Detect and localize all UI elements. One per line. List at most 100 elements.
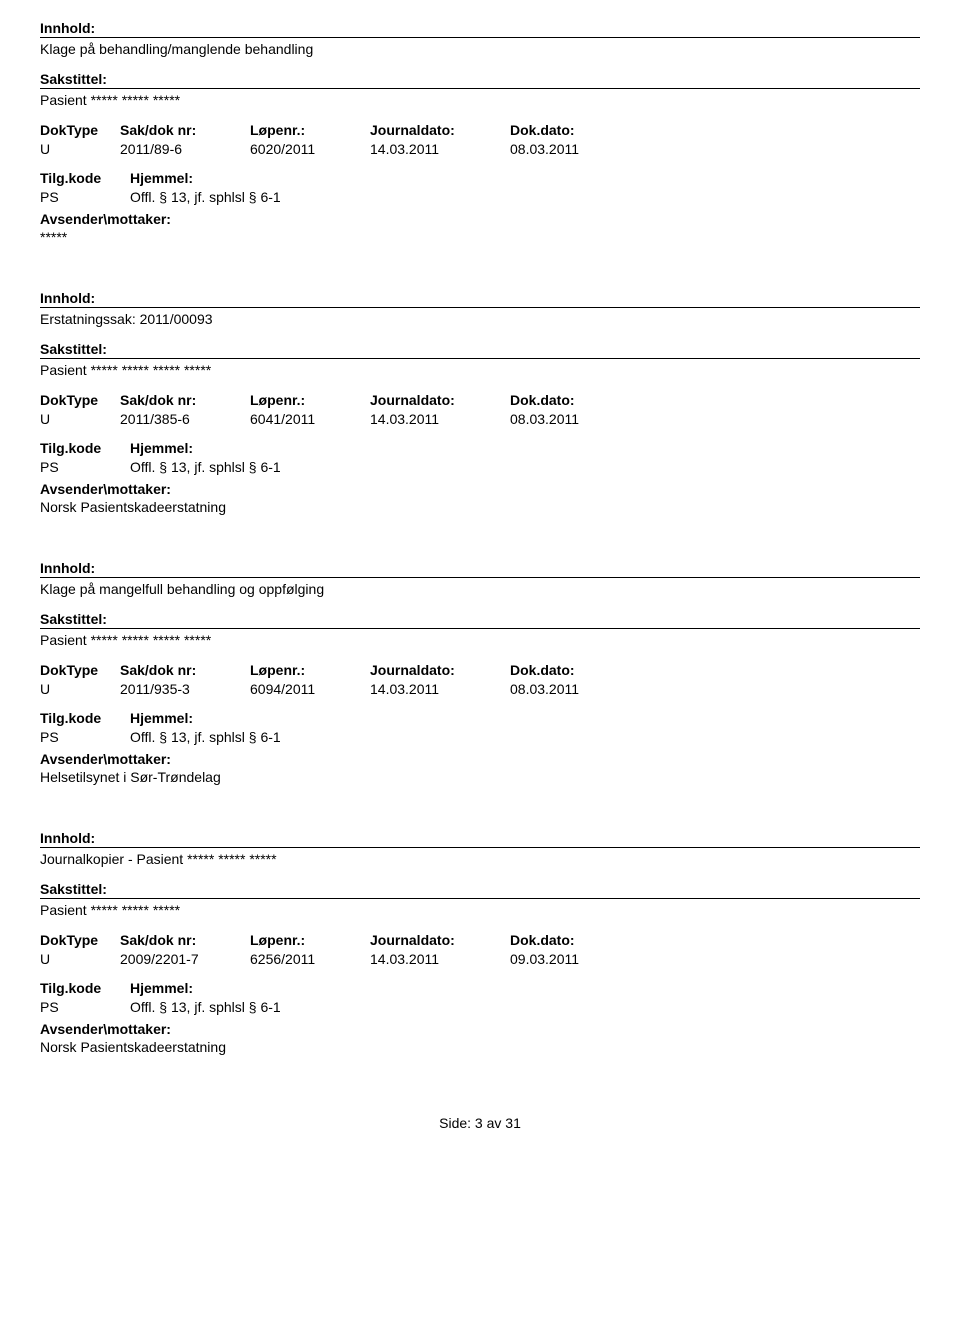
journaldato-header: Journaldato: [370, 122, 510, 138]
dokdato-value: 08.03.2011 [510, 141, 650, 157]
avsender-label: Avsender\mottaker: [40, 751, 920, 767]
hjemmel-headers: Tilg.kode Hjemmel: [40, 710, 920, 726]
sakstittel-label: Sakstittel: [40, 881, 920, 899]
sakstittel-label: Sakstittel: [40, 611, 920, 629]
hjemmel-value: Offl. § 13, jf. sphlsl § 6-1 [130, 459, 281, 475]
hjemmel-value: Offl. § 13, jf. sphlsl § 6-1 [130, 189, 281, 205]
sakstittel-label: Sakstittel: [40, 71, 920, 89]
dokdato-header: Dok.dato: [510, 392, 650, 408]
innhold-value: Klage på behandling/manglende behandling [40, 41, 920, 57]
doktype-value: U [40, 951, 120, 967]
lopenr-value: 6094/2011 [250, 681, 370, 697]
sakdoknr-header: Sak/dok nr: [120, 122, 250, 138]
innhold-label: Innhold: [40, 830, 920, 848]
hjemmel-header: Hjemmel: [130, 980, 193, 996]
records-list: Innhold: Klage på behandling/manglende b… [40, 20, 920, 1055]
dokdato-value: 08.03.2011 [510, 681, 650, 697]
sakdoknr-value: 2011/935-3 [120, 681, 250, 697]
sakdoknr-value: 2009/2201-7 [120, 951, 250, 967]
doktype-value: U [40, 141, 120, 157]
dokdato-header: Dok.dato: [510, 932, 650, 948]
sakstittel-value: Pasient ***** ***** ***** ***** [40, 632, 920, 648]
metadata-values: U 2011/385-6 6041/2011 14.03.2011 08.03.… [40, 411, 920, 427]
sakstittel-value: Pasient ***** ***** ***** [40, 902, 920, 918]
metadata-values: U 2011/935-3 6094/2011 14.03.2011 08.03.… [40, 681, 920, 697]
avsender-value: ***** [40, 229, 920, 245]
metadata-headers: DokType Sak/dok nr: Løpenr.: Journaldato… [40, 662, 920, 678]
tilgkode-value: PS [40, 189, 130, 205]
journal-record: Innhold: Klage på mangelfull behandling … [40, 560, 920, 785]
lopenr-header: Løpenr.: [250, 392, 370, 408]
lopenr-value: 6256/2011 [250, 951, 370, 967]
metadata-headers: DokType Sak/dok nr: Løpenr.: Journaldato… [40, 122, 920, 138]
sakstittel-value: Pasient ***** ***** ***** [40, 92, 920, 108]
dokdato-header: Dok.dato: [510, 662, 650, 678]
hjemmel-headers: Tilg.kode Hjemmel: [40, 980, 920, 996]
lopenr-value: 6020/2011 [250, 141, 370, 157]
innhold-value: Journalkopier - Pasient ***** ***** ****… [40, 851, 920, 867]
metadata-values: U 2009/2201-7 6256/2011 14.03.2011 09.03… [40, 951, 920, 967]
tilgkode-header: Tilg.kode [40, 170, 130, 186]
innhold-label: Innhold: [40, 20, 920, 38]
journaldato-value: 14.03.2011 [370, 411, 510, 427]
lopenr-value: 6041/2011 [250, 411, 370, 427]
tilgkode-header: Tilg.kode [40, 710, 130, 726]
sakstittel-label: Sakstittel: [40, 341, 920, 359]
doktype-header: DokType [40, 392, 120, 408]
tilgkode-value: PS [40, 729, 130, 745]
innhold-value: Erstatningssak: 2011/00093 [40, 311, 920, 327]
hjemmel-header: Hjemmel: [130, 710, 193, 726]
journaldato-header: Journaldato: [370, 932, 510, 948]
doktype-header: DokType [40, 932, 120, 948]
sakdoknr-header: Sak/dok nr: [120, 392, 250, 408]
sakdoknr-header: Sak/dok nr: [120, 662, 250, 678]
doktype-header: DokType [40, 662, 120, 678]
avsender-value: Norsk Pasientskadeerstatning [40, 1039, 920, 1055]
metadata-headers: DokType Sak/dok nr: Løpenr.: Journaldato… [40, 392, 920, 408]
hjemmel-values: PS Offl. § 13, jf. sphlsl § 6-1 [40, 729, 920, 745]
dokdato-header: Dok.dato: [510, 122, 650, 138]
sakdoknr-value: 2011/385-6 [120, 411, 250, 427]
innhold-label: Innhold: [40, 560, 920, 578]
journaldato-value: 14.03.2011 [370, 141, 510, 157]
sakdoknr-value: 2011/89-6 [120, 141, 250, 157]
sakstittel-value: Pasient ***** ***** ***** ***** [40, 362, 920, 378]
journal-record: Innhold: Erstatningssak: 2011/00093 Saks… [40, 290, 920, 515]
journaldato-header: Journaldato: [370, 392, 510, 408]
innhold-value: Klage på mangelfull behandling og oppføl… [40, 581, 920, 597]
lopenr-header: Løpenr.: [250, 932, 370, 948]
hjemmel-values: PS Offl. § 13, jf. sphlsl § 6-1 [40, 459, 920, 475]
hjemmel-header: Hjemmel: [130, 170, 193, 186]
doktype-value: U [40, 681, 120, 697]
lopenr-header: Løpenr.: [250, 122, 370, 138]
hjemmel-value: Offl. § 13, jf. sphlsl § 6-1 [130, 999, 281, 1015]
dokdato-value: 08.03.2011 [510, 411, 650, 427]
lopenr-header: Løpenr.: [250, 662, 370, 678]
avsender-label: Avsender\mottaker: [40, 1021, 920, 1037]
avsender-label: Avsender\mottaker: [40, 211, 920, 227]
metadata-headers: DokType Sak/dok nr: Løpenr.: Journaldato… [40, 932, 920, 948]
hjemmel-values: PS Offl. § 13, jf. sphlsl § 6-1 [40, 999, 920, 1015]
avsender-value: Norsk Pasientskadeerstatning [40, 499, 920, 515]
doktype-header: DokType [40, 122, 120, 138]
tilgkode-value: PS [40, 999, 130, 1015]
doktype-value: U [40, 411, 120, 427]
metadata-values: U 2011/89-6 6020/2011 14.03.2011 08.03.2… [40, 141, 920, 157]
journal-record: Innhold: Journalkopier - Pasient ***** *… [40, 830, 920, 1055]
innhold-label: Innhold: [40, 290, 920, 308]
hjemmel-values: PS Offl. § 13, jf. sphlsl § 6-1 [40, 189, 920, 205]
dokdato-value: 09.03.2011 [510, 951, 650, 967]
hjemmel-value: Offl. § 13, jf. sphlsl § 6-1 [130, 729, 281, 745]
hjemmel-header: Hjemmel: [130, 440, 193, 456]
tilgkode-header: Tilg.kode [40, 440, 130, 456]
journaldato-value: 14.03.2011 [370, 681, 510, 697]
avsender-label: Avsender\mottaker: [40, 481, 920, 497]
tilgkode-value: PS [40, 459, 130, 475]
journaldato-value: 14.03.2011 [370, 951, 510, 967]
tilgkode-header: Tilg.kode [40, 980, 130, 996]
hjemmel-headers: Tilg.kode Hjemmel: [40, 440, 920, 456]
avsender-value: Helsetilsynet i Sør-Trøndelag [40, 769, 920, 785]
page-footer: Side: 3 av 31 [40, 1115, 920, 1131]
sakdoknr-header: Sak/dok nr: [120, 932, 250, 948]
journaldato-header: Journaldato: [370, 662, 510, 678]
